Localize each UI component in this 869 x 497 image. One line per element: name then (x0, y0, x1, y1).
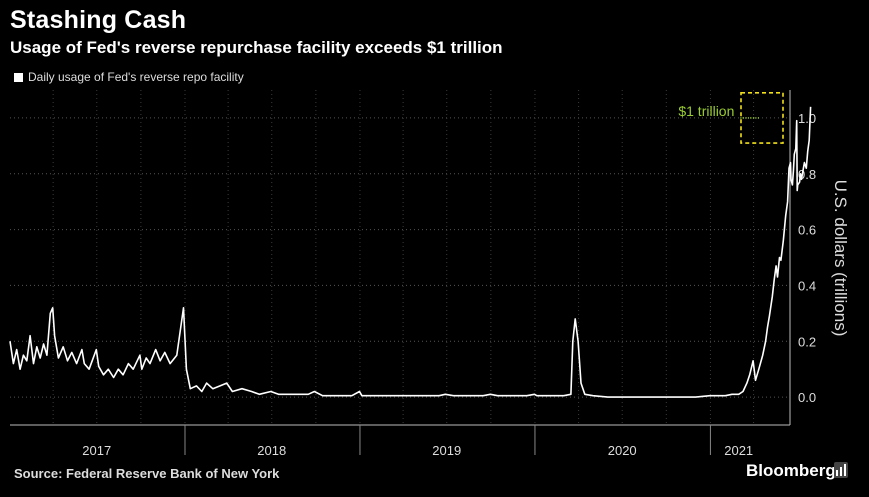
legend-swatch (14, 72, 23, 82)
y-axis-label: U.S. dollars (trillions) (831, 180, 850, 337)
y-tick-label: 1.0 (798, 111, 816, 126)
y-tick-label: 0.2 (798, 334, 816, 349)
y-tick-label: 0.0 (798, 390, 816, 405)
x-tick-label: 2017 (82, 443, 111, 458)
series-line (9, 106, 812, 398)
bloomberg-terminal-icon (834, 462, 848, 478)
chart-title: Stashing Cash (10, 6, 187, 34)
x-tick-label: 2018 (257, 443, 286, 458)
y-tick-label: 0.4 (798, 278, 816, 293)
source-note: Source: Federal Reserve Bank of New York (14, 466, 280, 481)
x-tick-label: 2021 (724, 443, 753, 458)
bloomberg-logo: Bloomberg (746, 461, 836, 480)
x-tick-label: 2019 (432, 443, 461, 458)
grid-layer (10, 90, 790, 425)
y-tick-label: 0.6 (798, 223, 816, 238)
highlight-box (740, 91, 784, 144)
annotation-layer: $1 trillion (678, 91, 784, 144)
legend: Daily usage of Fed's reverse repo facili… (14, 70, 244, 84)
legend-label: Daily usage of Fed's reverse repo facili… (28, 70, 244, 84)
annotation-label: $1 trillion (678, 103, 734, 119)
chart-subtitle: Usage of Fed's reverse repurchase facili… (10, 38, 503, 57)
series-layer (9, 106, 812, 398)
x-tick-label: 2020 (608, 443, 637, 458)
